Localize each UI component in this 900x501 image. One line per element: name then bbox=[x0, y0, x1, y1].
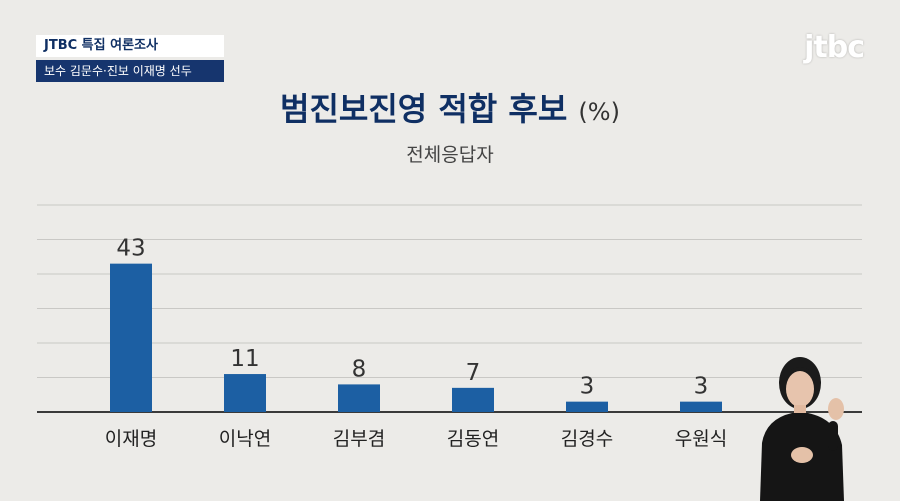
bar bbox=[110, 263, 152, 412]
jtbc-logo: jtbc bbox=[804, 30, 865, 65]
headline-tag: 보수 김문수·진보 이재명 선두 bbox=[36, 60, 224, 82]
bar bbox=[566, 401, 608, 412]
chart-subtitle: 전체응답자 bbox=[406, 144, 494, 166]
chart-title: 범진보진영 적합 후보 bbox=[280, 90, 568, 128]
data-label: 8 bbox=[352, 356, 367, 382]
bar bbox=[224, 374, 266, 412]
sign-language-interpreter-icon bbox=[760, 357, 844, 501]
category-label: 우원식 bbox=[675, 428, 727, 450]
program-tag: JTBC 특집 여론조사 bbox=[36, 35, 224, 57]
bar bbox=[680, 401, 722, 412]
category-label: 김경수 bbox=[561, 428, 613, 450]
category-label: 김동연 bbox=[447, 428, 499, 450]
category-label: 김부겸 bbox=[333, 428, 385, 450]
data-label: 3 bbox=[694, 374, 709, 400]
data-label: 3 bbox=[580, 374, 595, 400]
bar bbox=[338, 384, 380, 412]
data-label: 11 bbox=[230, 346, 259, 372]
data-label: 7 bbox=[466, 360, 481, 386]
chart-unit: (%) bbox=[578, 98, 620, 126]
data-label: 43 bbox=[116, 236, 145, 262]
bar bbox=[452, 387, 494, 412]
chart-title-line: 범진보진영 적합 후보 (%) bbox=[0, 84, 900, 130]
category-label: 이낙연 bbox=[219, 428, 271, 450]
category-label: 이재명 bbox=[105, 428, 157, 450]
